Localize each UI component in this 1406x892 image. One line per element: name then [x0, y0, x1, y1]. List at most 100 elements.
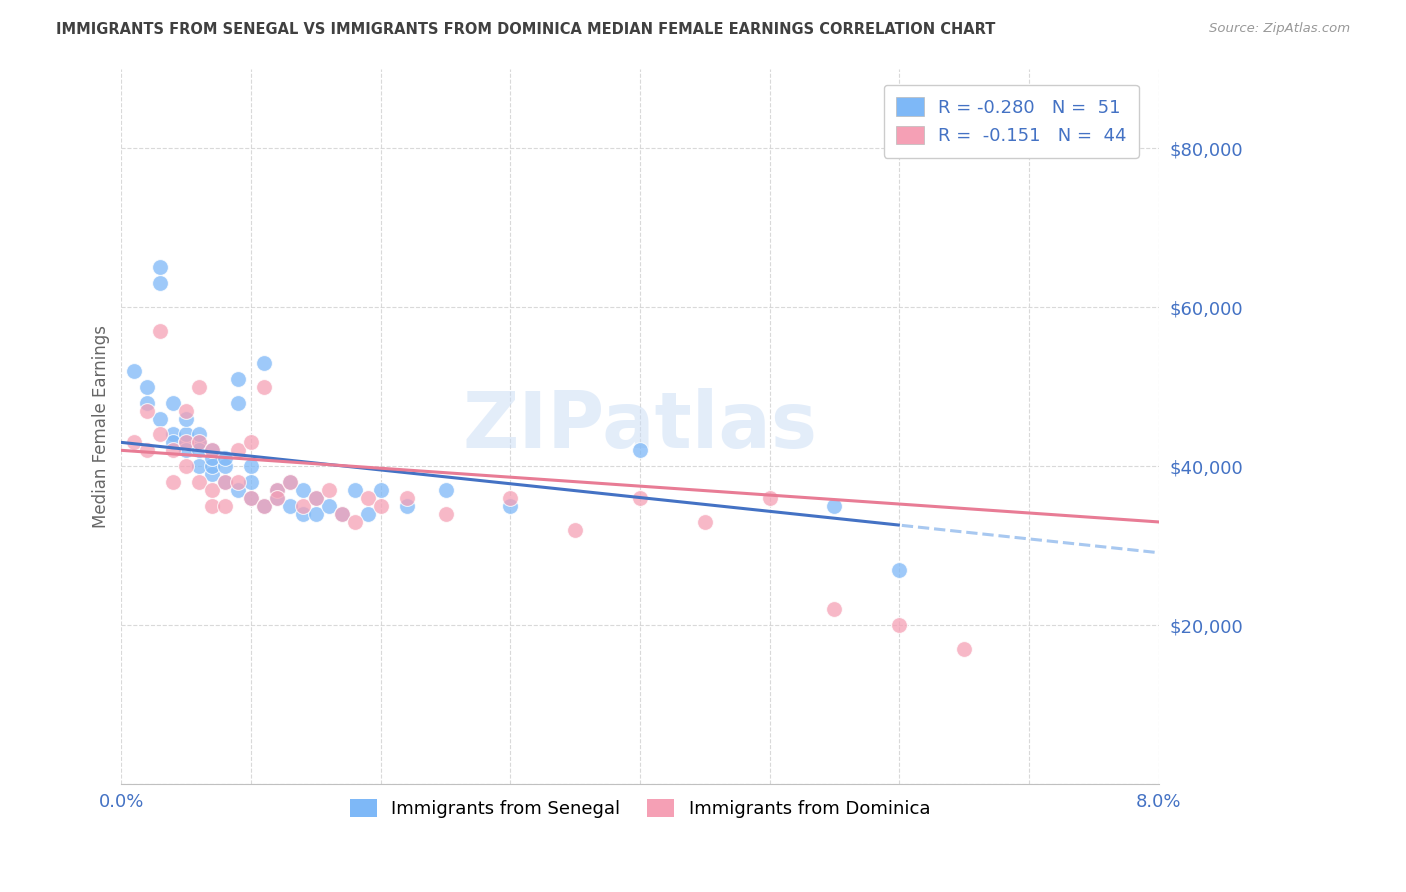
Point [395, 491, 418, 505]
Point [499, 499, 522, 513]
Point [162, 435, 184, 450]
Point [693, 515, 716, 529]
Point [149, 427, 172, 442]
Point [188, 443, 211, 458]
Point [124, 435, 146, 450]
Point [188, 459, 211, 474]
Point [240, 491, 263, 505]
Point [434, 507, 457, 521]
Point [162, 443, 184, 458]
Text: IMMIGRANTS FROM SENEGAL VS IMMIGRANTS FROM DOMINICA MEDIAN FEMALE EARNINGS CORRE: IMMIGRANTS FROM SENEGAL VS IMMIGRANTS FR… [56, 22, 995, 37]
Point [214, 475, 236, 490]
Point [136, 395, 159, 409]
Point [889, 618, 911, 632]
Point [226, 475, 249, 490]
Point [253, 356, 276, 370]
Point [953, 642, 976, 657]
Point [499, 491, 522, 505]
Point [266, 491, 288, 505]
Point [136, 380, 159, 394]
Point [305, 491, 328, 505]
Legend: Immigrants from Senegal, Immigrants from Dominica: Immigrants from Senegal, Immigrants from… [343, 792, 938, 825]
Point [889, 563, 911, 577]
Point [823, 499, 845, 513]
Point [124, 364, 146, 378]
Point [253, 499, 276, 513]
Point [291, 499, 314, 513]
Point [201, 459, 224, 474]
Point [149, 411, 172, 425]
Point [226, 395, 249, 409]
Point [149, 324, 172, 338]
Point [214, 475, 236, 490]
Point [357, 491, 380, 505]
Point [188, 380, 211, 394]
Point [278, 475, 301, 490]
Point [240, 459, 263, 474]
Point [278, 475, 301, 490]
Point [188, 427, 211, 442]
Point [162, 475, 184, 490]
Point [174, 427, 197, 442]
Text: Source: ZipAtlas.com: Source: ZipAtlas.com [1209, 22, 1350, 36]
Point [162, 427, 184, 442]
Point [370, 483, 392, 497]
Point [174, 459, 197, 474]
Point [266, 483, 288, 497]
Point [201, 483, 224, 497]
Point [291, 507, 314, 521]
Point [628, 491, 651, 505]
Y-axis label: Median Female Earnings: Median Female Earnings [93, 325, 110, 528]
Point [318, 483, 340, 497]
Point [162, 395, 184, 409]
Point [174, 435, 197, 450]
Point [278, 499, 301, 513]
Point [253, 499, 276, 513]
Point [564, 523, 586, 537]
Point [201, 467, 224, 482]
Point [149, 277, 172, 291]
Point [174, 443, 197, 458]
Point [149, 260, 172, 275]
Text: ZIPatlas: ZIPatlas [463, 389, 817, 465]
Point [188, 475, 211, 490]
Point [240, 475, 263, 490]
Point [201, 499, 224, 513]
Point [188, 435, 211, 450]
Point [330, 507, 353, 521]
Point [305, 491, 328, 505]
Point [240, 435, 263, 450]
Point [266, 483, 288, 497]
Point [136, 403, 159, 417]
Point [201, 443, 224, 458]
Point [318, 499, 340, 513]
Point [434, 483, 457, 497]
Point [370, 499, 392, 513]
Point [136, 443, 159, 458]
Point [357, 507, 380, 521]
Point [174, 411, 197, 425]
Point [253, 380, 276, 394]
Point [266, 491, 288, 505]
Point [758, 491, 780, 505]
Point [188, 435, 211, 450]
Point [343, 483, 366, 497]
Point [823, 602, 845, 616]
Point [201, 443, 224, 458]
Point [226, 483, 249, 497]
Point [174, 435, 197, 450]
Point [201, 451, 224, 466]
Point [226, 443, 249, 458]
Point [214, 459, 236, 474]
Point [395, 499, 418, 513]
Point [214, 451, 236, 466]
Point [330, 507, 353, 521]
Point [305, 507, 328, 521]
Point [214, 499, 236, 513]
Point [226, 372, 249, 386]
Point [343, 515, 366, 529]
Point [291, 483, 314, 497]
Point [174, 403, 197, 417]
Point [240, 491, 263, 505]
Point [628, 443, 651, 458]
